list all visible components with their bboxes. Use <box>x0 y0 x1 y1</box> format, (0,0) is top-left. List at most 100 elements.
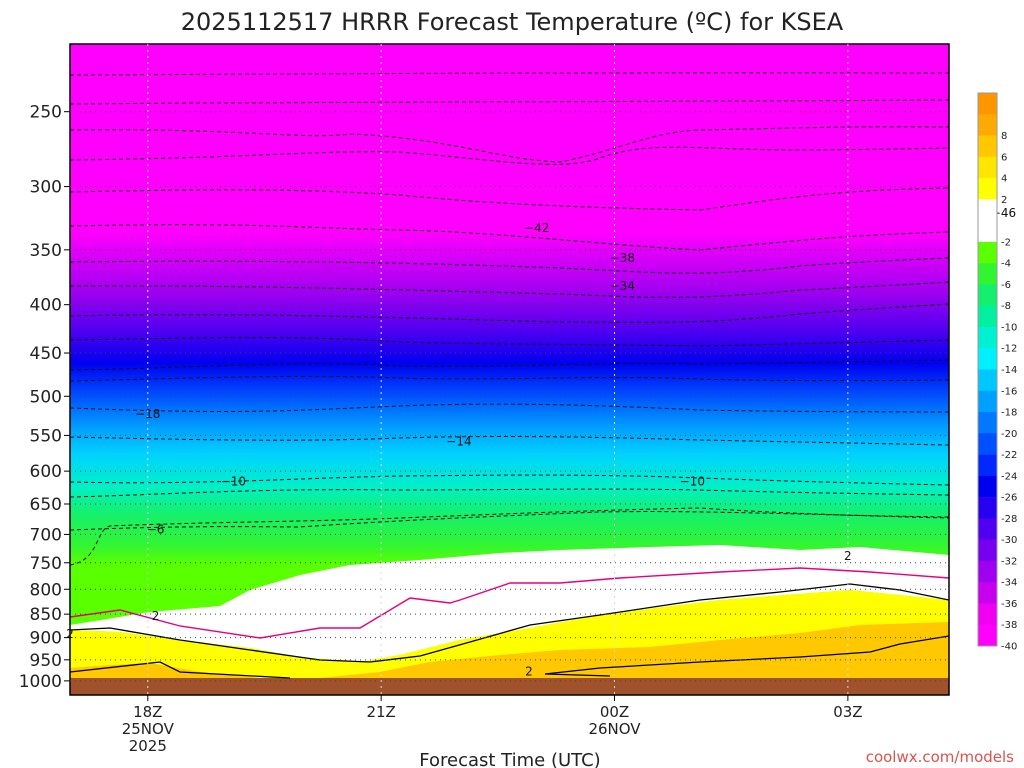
warm-orange-near-surface <box>70 622 949 695</box>
colorbar-legend: 8 6 4 2 -2 -4 -6 -8 -10 -12 -14 -16 -18 -20 -22 -24 -26 -… <box>977 92 1017 653</box>
colorbar-segment <box>978 178 997 200</box>
isotherm-line <box>70 126 949 163</box>
contour-label: −42 <box>524 221 549 235</box>
isotherm-line <box>70 281 949 298</box>
isotherm-contours <box>70 72 949 566</box>
colorbar-label: -6 <box>1001 280 1011 291</box>
colorbar-segment <box>978 369 997 392</box>
y-tick-label: 750 <box>30 554 62 574</box>
colorbar-segment <box>978 624 997 647</box>
colorbar-segment <box>978 603 997 626</box>
terrain-below-ground <box>70 678 949 695</box>
warm-solid-contours <box>70 583 949 679</box>
colorbar-label: -34 <box>1001 578 1017 589</box>
isotherm-line <box>70 436 949 446</box>
y-tick-label: 250 <box>30 103 62 123</box>
colorbar-label: -36 <box>1001 599 1017 610</box>
colorbar-segment <box>978 241 997 264</box>
grid-layer <box>70 44 949 695</box>
colorbar-segment <box>978 390 997 413</box>
colorbar-segment <box>978 497 997 519</box>
colorbar-segment <box>978 93 997 115</box>
colorbar-segment <box>978 284 997 306</box>
colorbar-label: 2 <box>1001 195 1007 206</box>
colorbar-label: -2 <box>1001 237 1011 248</box>
y-axis: 250 300 350 400 450 500 550 600 650 700 750 800 850 9… <box>19 103 70 692</box>
y-tick-label: 950 <box>30 651 62 671</box>
isotherm-line <box>70 474 949 486</box>
y-tick-label: 350 <box>30 241 62 261</box>
colorbar-segment <box>978 326 997 349</box>
colorbar-label: -16 <box>1001 386 1017 397</box>
colorbar-label: 6 <box>1001 152 1007 163</box>
colorbar-segment <box>978 412 997 434</box>
colorbar-label: -10 <box>1001 322 1017 333</box>
isotherm-line <box>70 224 949 251</box>
colorbar-segment <box>978 433 997 455</box>
contour-label: −10 <box>221 474 246 488</box>
colorbar-label: -28 <box>1001 514 1017 525</box>
y-tick-label: 450 <box>30 344 62 364</box>
x-tick-label: 21Z <box>366 703 395 721</box>
colorbar-label: -30 <box>1001 535 1017 546</box>
colorbar-label: -24 <box>1001 471 1017 482</box>
isotherm-line <box>544 635 949 675</box>
isotherm-zero-line <box>70 567 949 639</box>
credit-link[interactable]: coolwx.com/models <box>866 748 1014 766</box>
y-tick-label: 500 <box>30 387 62 407</box>
colorbar-segment <box>978 156 997 179</box>
isotherm-line <box>70 375 949 382</box>
y-tick-label: 600 <box>30 462 62 482</box>
isotherm-line <box>70 99 949 105</box>
contour-label: 2 <box>844 549 852 563</box>
contour-label: −34 <box>610 279 635 293</box>
colorbar-label: -14 <box>1001 365 1017 376</box>
x-tick-label: 00Z <box>600 703 629 721</box>
colorbar-label: 8 <box>1001 131 1007 142</box>
colorbar-label: -26 <box>1001 493 1017 504</box>
colorbar-segment <box>978 305 997 328</box>
y-tick-label: 1000 <box>19 672 62 692</box>
y-tick-label: 550 <box>30 426 62 446</box>
contour-label: −6 <box>147 523 165 537</box>
colorbar-segment <box>978 135 997 158</box>
colorbar-segment <box>978 114 997 136</box>
isotherm-line <box>70 488 949 498</box>
x-tick-label: 18Z <box>133 703 162 721</box>
contour-label: 2 <box>525 664 533 678</box>
colorbar-segment <box>978 263 997 285</box>
colorbar-label: -4 <box>1001 259 1011 270</box>
y-tick-label: 400 <box>30 296 62 316</box>
x-tick-label: 2025 <box>129 737 167 755</box>
y-tick-label: 650 <box>30 495 62 515</box>
colorbar-segment <box>978 199 997 221</box>
colorbar-label: -40 <box>1001 642 1017 653</box>
isotherm-line <box>70 403 949 413</box>
contour-label: −18 <box>135 407 160 421</box>
isotherm-line <box>544 673 611 677</box>
colorbar-label: -12 <box>1001 344 1017 355</box>
x-axis: 18Z25NOV202521Z00Z26NOV03Z06Z09Z <box>122 695 863 755</box>
plot-frame <box>69 43 950 696</box>
isotherm-line <box>70 359 949 371</box>
colorbar-segment <box>978 220 997 243</box>
y-tick-label: 800 <box>30 580 62 600</box>
isotherm-line <box>70 303 949 323</box>
colorbar-segment <box>978 560 997 583</box>
isotherm-line <box>70 146 949 165</box>
contour-label: −10 <box>680 474 705 488</box>
contour-label: −14 <box>446 434 471 448</box>
colorbar-label: -38 <box>1001 620 1017 631</box>
colorbar-label: -32 <box>1001 556 1017 567</box>
isotherm-line <box>70 583 949 663</box>
y-tick-label: 850 <box>30 605 62 625</box>
colorbar-label: -18 <box>1001 408 1017 419</box>
isotherm-line <box>70 72 949 76</box>
isotherm-line <box>70 337 949 347</box>
chart-title: 2025112517 HRRR Forecast Temperature (ºC… <box>181 8 844 36</box>
colorbar-label: -20 <box>1001 429 1017 440</box>
x-tick-label: 25NOV <box>122 720 175 738</box>
colorbar-segment <box>978 518 997 540</box>
isotherm-line <box>70 661 291 679</box>
